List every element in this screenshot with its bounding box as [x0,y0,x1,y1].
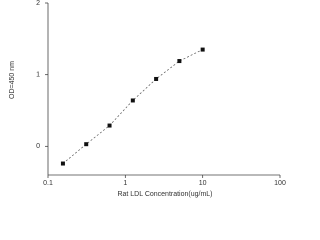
x-tick-label: 1 [123,180,127,187]
x-axis-title: Rat LDL Concentration(ug/mL) [117,191,212,198]
y-axis-title: OD=450 nm [9,61,16,99]
point [84,142,89,147]
point [200,47,205,52]
point [154,76,159,81]
chart: Rat LDL Concentration(ug/mL) OD=450 nm 0… [9,0,286,198]
x-tick-label: 100 [274,180,286,187]
y-tick-label: 1 [36,72,40,79]
point [130,98,135,103]
point [177,59,182,64]
x-tick-label: 10 [199,180,207,187]
point [60,161,65,166]
y-tick-label: 0 [36,143,40,150]
point [107,123,112,128]
fit-line [62,49,203,164]
x-tick-label: 0.1 [43,180,53,187]
y-tick-label: 2 [36,0,40,7]
